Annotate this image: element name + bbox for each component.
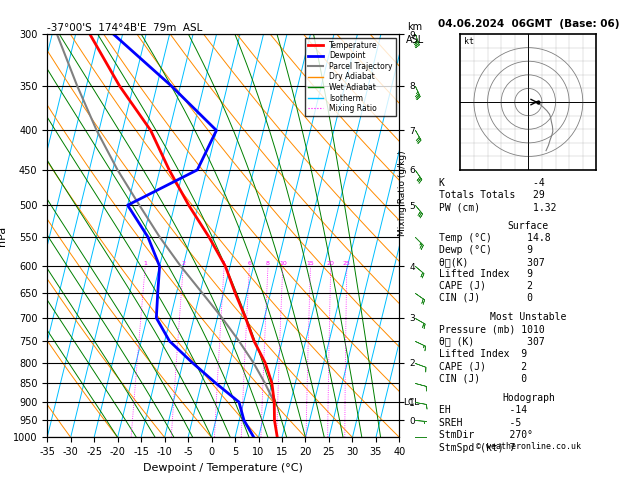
Text: 10: 10 — [279, 261, 287, 266]
Text: -37°00'S  174°4B'E  79m  ASL: -37°00'S 174°4B'E 79m ASL — [47, 23, 203, 33]
Text: © weatheronline.co.uk: © weatheronline.co.uk — [476, 442, 581, 451]
Text: 04.06.2024  06GMT  (Base: 06): 04.06.2024 06GMT (Base: 06) — [438, 19, 619, 29]
Text: Surface: Surface — [508, 221, 549, 231]
Text: 8: 8 — [266, 261, 270, 266]
Text: Temp (°C)      14.8: Temp (°C) 14.8 — [438, 233, 550, 243]
Text: LCL: LCL — [403, 398, 419, 407]
Text: 25: 25 — [343, 261, 351, 266]
Text: EH          -14: EH -14 — [438, 405, 527, 416]
Text: θᴄ (K)         307: θᴄ (K) 307 — [438, 336, 545, 347]
Text: ASL: ASL — [406, 35, 425, 45]
Text: 20: 20 — [327, 261, 335, 266]
Text: 2: 2 — [181, 261, 186, 266]
Text: PW (cm)         1.32: PW (cm) 1.32 — [438, 202, 556, 212]
Text: CIN (J)       0: CIN (J) 0 — [438, 374, 527, 383]
Text: Dewp (°C)      9: Dewp (°C) 9 — [438, 245, 533, 255]
Text: CAPE (J)       2: CAPE (J) 2 — [438, 281, 533, 291]
Text: Hodograph: Hodograph — [502, 393, 555, 403]
Text: Lifted Index  9: Lifted Index 9 — [438, 349, 527, 359]
Text: StmSpd (kt) 7: StmSpd (kt) 7 — [438, 443, 515, 452]
X-axis label: Dewpoint / Temperature (°C): Dewpoint / Temperature (°C) — [143, 463, 303, 473]
Text: Pressure (mb) 1010: Pressure (mb) 1010 — [438, 324, 545, 334]
Text: Lifted Index   9: Lifted Index 9 — [438, 269, 533, 279]
Text: km: km — [408, 21, 423, 32]
Text: K               -4: K -4 — [438, 178, 545, 189]
Text: kt: kt — [464, 36, 474, 46]
Text: 1: 1 — [143, 261, 147, 266]
Text: 4: 4 — [222, 261, 226, 266]
Text: SREH        -5: SREH -5 — [438, 418, 521, 428]
Text: 6: 6 — [247, 261, 252, 266]
Legend: Temperature, Dewpoint, Parcel Trajectory, Dry Adiabat, Wet Adiabat, Isotherm, Mi: Temperature, Dewpoint, Parcel Trajectory… — [304, 38, 396, 116]
Text: CAPE (J)      2: CAPE (J) 2 — [438, 361, 527, 371]
Y-axis label: hPa: hPa — [0, 226, 8, 246]
Text: Totals Totals   29: Totals Totals 29 — [438, 190, 545, 200]
Text: θᴄ(K)          307: θᴄ(K) 307 — [438, 257, 545, 267]
Text: 15: 15 — [306, 261, 314, 266]
Text: Most Unstable: Most Unstable — [490, 312, 567, 322]
Text: CIN (J)        0: CIN (J) 0 — [438, 293, 533, 303]
Text: StmDir      270°: StmDir 270° — [438, 430, 533, 440]
Text: Mixing Ratio (g/kg): Mixing Ratio (g/kg) — [398, 150, 407, 236]
